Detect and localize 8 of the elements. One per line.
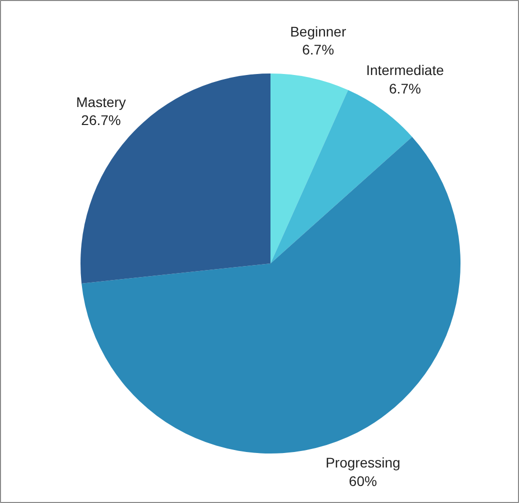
data-label: 6.7% — [302, 42, 334, 58]
data-label: 60% — [348, 473, 377, 490]
slice-label: Progressing — [326, 454, 400, 471]
slice-label: Beginner — [290, 23, 346, 40]
slice-label: Mastery — [76, 94, 126, 110]
slice-label: Intermediate — [366, 62, 444, 78]
data-label: 26.7% — [81, 112, 121, 128]
data-label: 6.7% — [389, 80, 421, 97]
